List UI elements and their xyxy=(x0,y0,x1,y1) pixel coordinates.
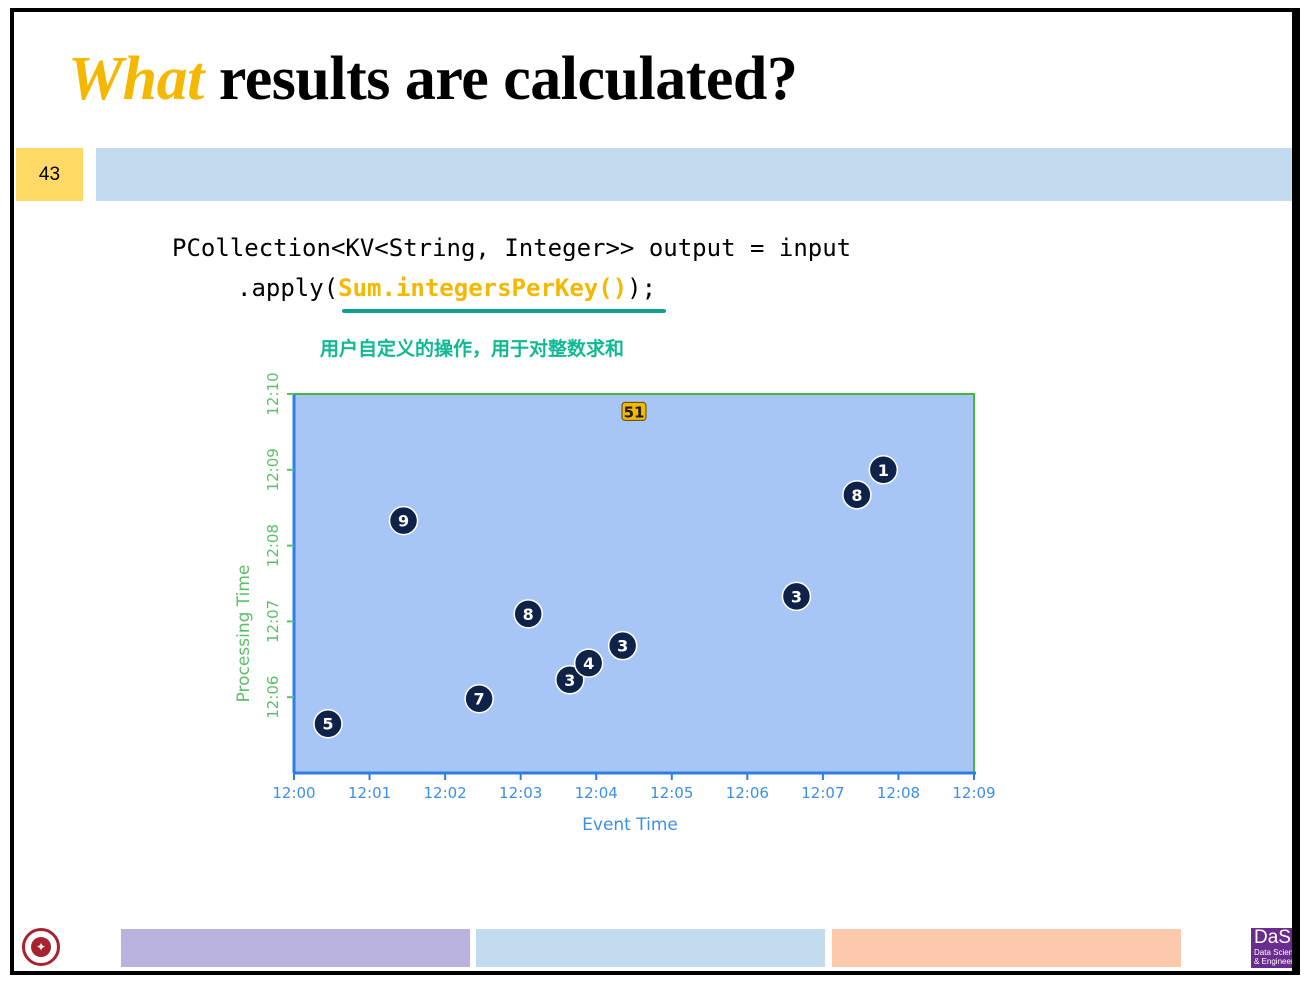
code-underline xyxy=(342,309,666,313)
slide-title: What results are calculated? xyxy=(68,44,798,115)
data-point-label: 3 xyxy=(617,637,628,656)
title-highlight: What xyxy=(68,45,204,113)
data-point-label: 9 xyxy=(398,512,409,531)
y-tick-label: 12:09 xyxy=(264,448,282,491)
header-band xyxy=(96,148,1292,201)
code-line-1: PCollection<KV<String, Integer>> output … xyxy=(172,234,852,262)
data-point-label: 4 xyxy=(583,654,594,673)
code-line-2: .apply(Sum.integersPerKey()); xyxy=(237,274,656,302)
y-tick-label: 12:08 xyxy=(264,524,282,567)
x-tick-label: 12:04 xyxy=(575,784,618,802)
x-tick-label: 12:03 xyxy=(499,784,542,802)
y-tick-label: 12:10 xyxy=(264,372,282,415)
event-time-chart: 12:00 12:01 12:02 12:03 12:04 12:05 12:06 12:07… xyxy=(234,372,996,835)
code-sum-integers-per-key: Sum.integersPerKey() xyxy=(338,274,628,302)
title-rest: results are calculated? xyxy=(203,45,798,113)
footer-bar-1 xyxy=(121,929,470,967)
x-tick-label: 12:09 xyxy=(952,784,995,802)
page-number: 43 xyxy=(16,148,83,201)
data-point xyxy=(842,480,872,510)
logo-emblem-icon: ✦ xyxy=(31,937,51,957)
footer-bar-3 xyxy=(832,929,1181,967)
x-tick-label: 12:01 xyxy=(348,784,391,802)
window-border xyxy=(294,393,975,773)
data-point-label: 3 xyxy=(791,587,802,606)
window-rect xyxy=(294,394,974,773)
university-logo: ✦ xyxy=(22,928,60,966)
dase-logo: DaSE Data Science & Engineering xyxy=(1251,928,1292,968)
data-point-label: 7 xyxy=(474,690,485,709)
x-tick-label: 12:08 xyxy=(877,784,920,802)
result-marker xyxy=(621,401,647,421)
data-point xyxy=(464,683,494,714)
data-point xyxy=(513,599,543,629)
x-tick-label: 12:06 xyxy=(726,784,769,802)
x-tick-label: 12:02 xyxy=(423,784,466,802)
x-axis-title: Event Time xyxy=(582,815,678,835)
data-point-label: 8 xyxy=(851,486,862,505)
code-close: ); xyxy=(627,274,657,302)
dase-logo-text: DaSE xyxy=(1254,928,1292,948)
result-label: 51 xyxy=(624,403,645,421)
dase-logo-sub2: & Engineering xyxy=(1254,957,1292,966)
y-tick-label: 12:06 xyxy=(264,676,282,719)
data-point xyxy=(388,505,419,536)
data-point-label: 8 xyxy=(523,605,534,624)
data-point-label: 1 xyxy=(878,461,889,480)
data-point-label: 3 xyxy=(564,671,575,690)
code-apply: .apply( xyxy=(237,274,339,302)
dase-logo-sub1: Data Science xyxy=(1254,948,1292,957)
data-point xyxy=(555,665,585,695)
y-tick-label: 12:07 xyxy=(264,600,282,643)
x-tick-label: 12:05 xyxy=(650,784,693,802)
annotation-text: 用户自定义的操作，用于对整数求和 xyxy=(320,338,625,360)
x-tick-label: 12:07 xyxy=(801,784,844,802)
data-point xyxy=(607,630,638,661)
data-point xyxy=(313,708,343,739)
data-point xyxy=(781,581,812,612)
x-tick-label: 12:00 xyxy=(272,784,315,802)
footer-bar-2 xyxy=(476,929,825,967)
data-point xyxy=(573,648,604,678)
data-point xyxy=(868,455,899,485)
data-point-label: 5 xyxy=(322,715,333,734)
y-axis-title: Processing Time xyxy=(234,565,254,703)
